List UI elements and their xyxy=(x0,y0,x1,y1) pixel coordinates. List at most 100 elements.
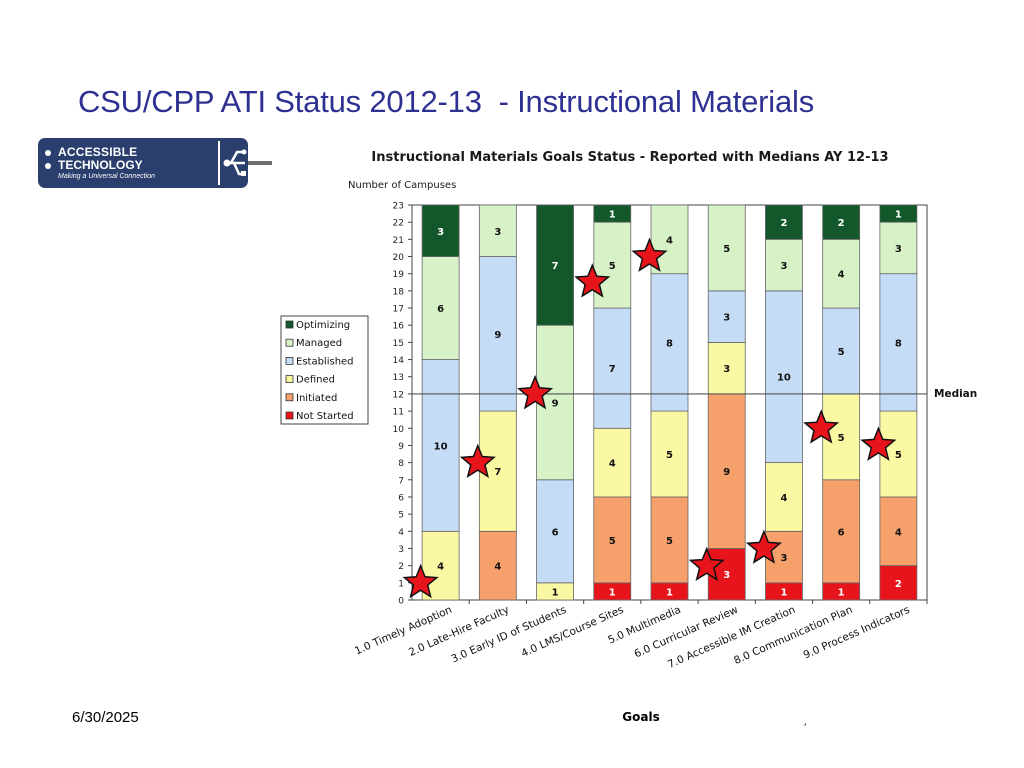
bar-segment xyxy=(593,307,632,429)
median-star-icon xyxy=(745,529,782,564)
median-label: Median xyxy=(934,388,977,400)
bar-segment xyxy=(478,204,517,257)
y-tick-label: 19 xyxy=(393,270,405,280)
data-label: 2 xyxy=(895,579,902,590)
data-label: 7 xyxy=(552,261,559,272)
bar-segment xyxy=(765,204,803,240)
bar-segment xyxy=(650,496,689,584)
bar-segment xyxy=(765,462,803,532)
data-label: 3 xyxy=(494,227,501,238)
legend-label: Not Started xyxy=(296,411,354,422)
data-label: 7 xyxy=(609,364,616,375)
data-label: 5 xyxy=(723,244,730,255)
bar-segment xyxy=(765,290,803,464)
data-label: 4 xyxy=(780,493,787,504)
y-tick-label: 3 xyxy=(398,545,404,555)
x-axis-label: Goals xyxy=(622,710,659,724)
bar-segment xyxy=(707,341,746,395)
data-label: 3 xyxy=(895,244,902,255)
y-tick-label: 8 xyxy=(398,459,404,469)
data-label: 3 xyxy=(780,261,787,272)
x-tick-label: 9.0 Process Indicators xyxy=(802,604,912,662)
data-label: 10 xyxy=(434,441,448,452)
data-label: 5 xyxy=(666,450,673,461)
y-axis-label: Number of Campuses xyxy=(348,180,456,191)
bar-segment xyxy=(707,290,746,343)
bar-segment xyxy=(879,221,918,275)
bar-segment xyxy=(593,204,632,223)
y-tick-label: 15 xyxy=(393,339,404,349)
data-label: 8 xyxy=(666,338,673,349)
data-label: 9 xyxy=(723,467,730,478)
data-label: 4 xyxy=(609,459,616,470)
logo-line-1: ACCESSIBLE xyxy=(58,145,138,159)
y-tick-label: 10 xyxy=(393,425,405,435)
data-label: 5 xyxy=(838,433,845,444)
y-tick-label: 13 xyxy=(393,373,404,383)
legend-swatch xyxy=(285,320,294,329)
x-tick-label: 4.0 LMS/Course Sites xyxy=(519,604,625,660)
y-tick-label: 16 xyxy=(393,322,405,332)
bar-segment xyxy=(536,479,574,584)
bullet-icon xyxy=(45,163,51,169)
bar-segment xyxy=(421,256,460,360)
accessible-technology-logo: ACCESSIBLE TECHNOLOGY Making a Universal… xyxy=(38,138,248,188)
legend-box xyxy=(280,315,369,425)
logo-tagline: Making a Universal Connection xyxy=(58,173,155,180)
legend-label: Optimizing xyxy=(296,320,350,331)
bar-segment xyxy=(707,393,746,549)
data-label: 5 xyxy=(609,261,616,272)
slide-date: 6/30/2025 xyxy=(72,709,139,726)
y-tick-label: 18 xyxy=(393,287,405,297)
data-label: 4 xyxy=(437,562,444,573)
y-tick-label: 20 xyxy=(393,253,405,263)
data-label: 1 xyxy=(609,210,616,221)
data-label: 8 xyxy=(895,338,902,349)
bar-segment xyxy=(879,204,918,223)
data-label: 1 xyxy=(609,587,616,598)
bar-segment xyxy=(421,359,460,532)
median-star-icon xyxy=(402,563,439,599)
bullet-icon xyxy=(45,150,51,156)
footer-mark: ¸ xyxy=(802,712,808,726)
data-label: 10 xyxy=(777,373,791,384)
y-tick-label: 17 xyxy=(393,305,404,315)
y-tick-label: 1 xyxy=(398,579,404,589)
y-tick-label: 7 xyxy=(398,476,404,486)
median-star-icon xyxy=(517,374,554,410)
y-tick-label: 6 xyxy=(398,493,404,503)
y-tick-label: 2 xyxy=(398,562,404,572)
y-tick-label: 14 xyxy=(393,356,405,366)
data-label: 3 xyxy=(723,364,730,375)
data-label: 2 xyxy=(780,218,787,229)
legend-swatch xyxy=(285,411,294,420)
data-label: 9 xyxy=(494,330,501,341)
data-label: 5 xyxy=(895,450,902,461)
data-label: 5 xyxy=(666,536,673,547)
logo-divider xyxy=(218,141,220,185)
median-star-icon xyxy=(688,546,725,582)
bar-segment xyxy=(650,273,689,412)
data-label: 5 xyxy=(838,347,845,358)
data-label: 3 xyxy=(780,553,787,564)
bar-segment xyxy=(879,273,918,412)
data-label: 6 xyxy=(552,527,559,538)
y-tick-label: 21 xyxy=(393,236,404,246)
median-star-icon xyxy=(803,409,840,444)
bar-segment xyxy=(421,204,460,257)
data-label: 1 xyxy=(552,587,559,598)
x-tick-label: 1.0 Timely Adoption xyxy=(353,604,454,658)
bar-segment xyxy=(822,307,861,395)
data-label: 2 xyxy=(838,218,845,229)
bar-segment xyxy=(879,496,918,567)
data-label: 3 xyxy=(437,227,444,238)
bar-segment xyxy=(879,565,918,601)
bar-segment xyxy=(478,530,517,601)
bar-segment xyxy=(822,204,861,240)
data-label: 3 xyxy=(723,570,730,581)
data-label: 9 xyxy=(552,399,559,410)
median-star-icon xyxy=(631,237,668,272)
data-label: 1 xyxy=(666,587,673,598)
data-label: 3 xyxy=(723,313,730,324)
